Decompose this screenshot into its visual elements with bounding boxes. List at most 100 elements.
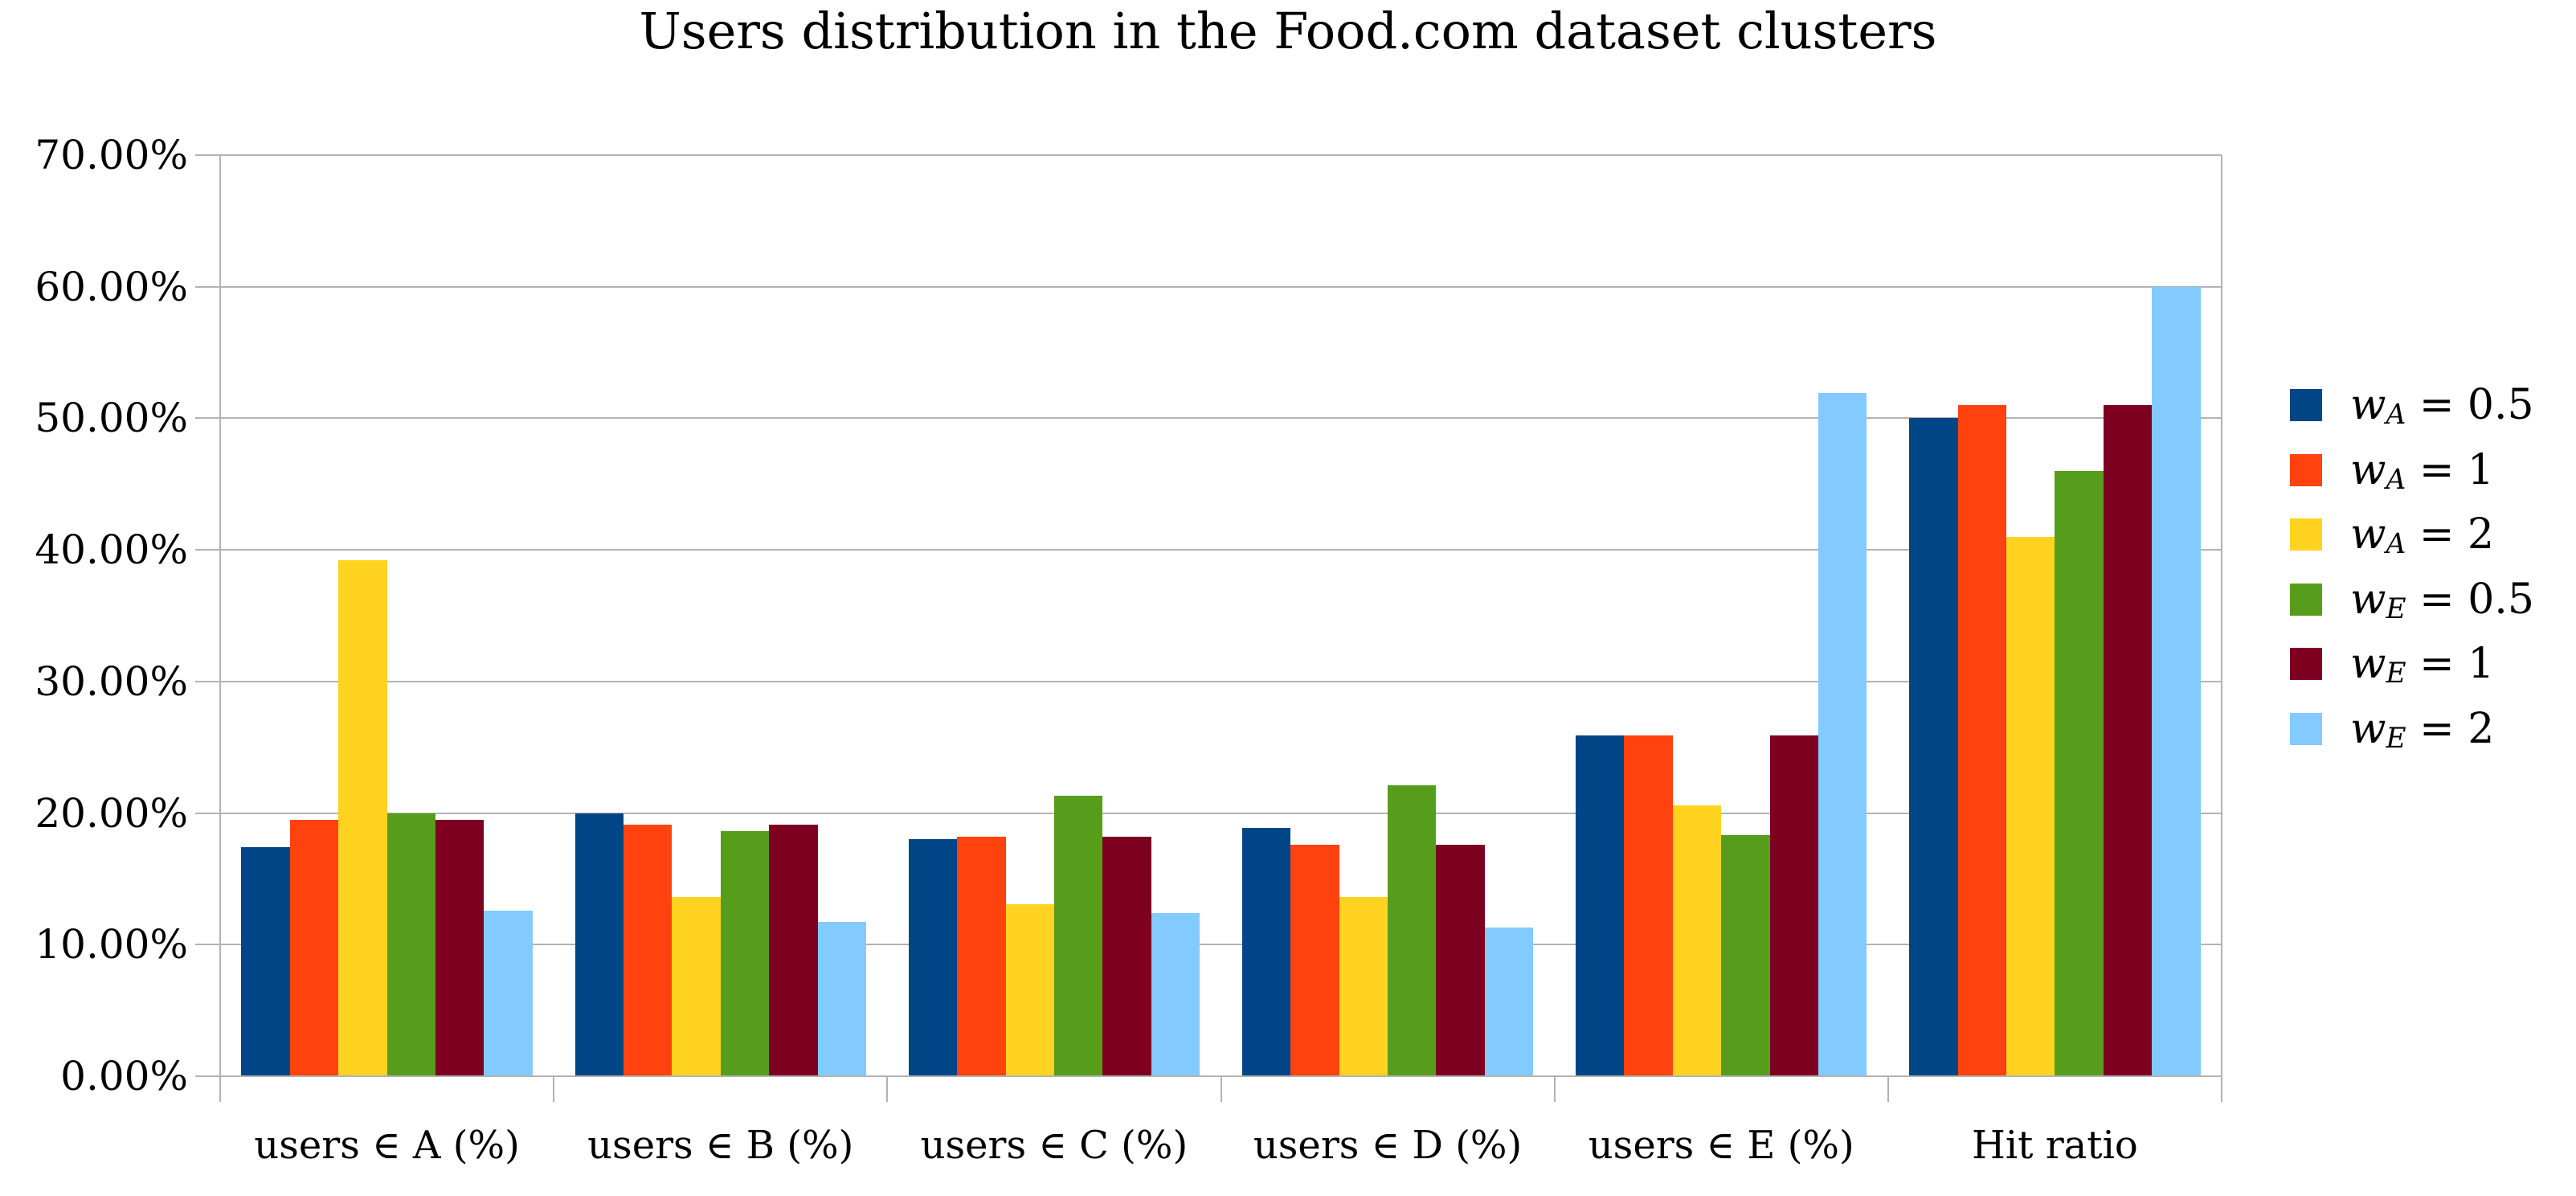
bar — [1102, 837, 1151, 1076]
bar — [720, 831, 770, 1076]
bar — [1053, 796, 1103, 1076]
y-axis-tick — [195, 154, 220, 156]
legend-series-rhs: = 0.5 — [2406, 381, 2534, 429]
x-category-label: users ∈ E (%) — [1588, 1123, 1854, 1168]
y-axis-tick — [195, 812, 220, 814]
bar — [386, 813, 435, 1076]
x-category-label: users ∈ D (%) — [1253, 1123, 1523, 1168]
bar — [574, 813, 624, 1076]
bar — [1721, 835, 1770, 1076]
legend-series-var: w — [2350, 640, 2386, 689]
y-axis-tick — [195, 549, 220, 551]
y-tick-label: 30.00% — [35, 657, 188, 705]
bar — [1624, 735, 1673, 1076]
legend-swatch — [2290, 713, 2322, 745]
category-tick — [1220, 1076, 1222, 1102]
legend-label: wA = 0.5 — [2350, 377, 2534, 433]
category-tick — [2221, 1076, 2222, 1102]
legend-series-rhs: = 2 — [2406, 705, 2495, 753]
bar — [1388, 785, 1437, 1076]
legend-series-rhs: = 1 — [2406, 640, 2495, 689]
legend-series-var: w — [2350, 705, 2386, 753]
category-tick — [219, 1076, 221, 1102]
bar — [484, 910, 533, 1076]
legend-series-sub: A — [2386, 399, 2406, 432]
legend-series-var: w — [2350, 575, 2386, 624]
y-axis-tick — [195, 417, 220, 420]
bar — [2152, 286, 2201, 1076]
bar — [817, 922, 866, 1076]
bar — [1241, 827, 1291, 1076]
legend-swatch — [2290, 389, 2322, 421]
category-tick — [886, 1076, 889, 1102]
bar — [241, 847, 290, 1076]
legend-swatch — [2290, 518, 2322, 551]
bar — [1818, 393, 1867, 1076]
category-tick — [553, 1076, 555, 1102]
legend-series-sub: E — [2386, 723, 2406, 756]
gridline — [220, 417, 2222, 420]
category-tick — [1553, 1076, 1556, 1102]
bar — [1436, 844, 1485, 1076]
x-category-label: users ∈ A (%) — [254, 1123, 520, 1168]
bar — [2055, 470, 2104, 1076]
y-tick-label: 70.00% — [35, 132, 188, 178]
bar — [957, 837, 1006, 1076]
category-tick — [1887, 1076, 1889, 1102]
bar — [623, 825, 673, 1076]
bar — [672, 897, 721, 1076]
bar — [2006, 536, 2055, 1076]
bar — [435, 819, 485, 1076]
legend-series-sub: A — [2386, 528, 2406, 561]
bar — [1576, 735, 1625, 1076]
gridline — [220, 549, 2222, 551]
gridline — [220, 812, 2222, 814]
y-tick-label: 60.00% — [35, 263, 188, 310]
x-axis-line — [195, 1075, 2222, 1077]
legend-label: wE = 0.5 — [2350, 571, 2534, 628]
gridline — [220, 285, 2222, 288]
y-axis-tick — [195, 285, 220, 288]
legend-swatch — [2290, 648, 2322, 681]
legend-series-sub: E — [2386, 592, 2406, 625]
gridline — [220, 944, 2222, 946]
legend-label: wA = 2 — [2350, 506, 2494, 563]
bar — [1484, 928, 1534, 1076]
legend-label: wE = 2 — [2350, 701, 2494, 757]
legend-series-sub: A — [2386, 463, 2406, 496]
bar — [1957, 405, 2006, 1076]
bar — [1769, 735, 1819, 1076]
legend-series-rhs: = 2 — [2406, 510, 2495, 559]
bar — [289, 819, 339, 1076]
bar — [1151, 912, 1200, 1076]
legend-label: wA = 1 — [2350, 442, 2494, 498]
x-category-label: Hit ratio — [1971, 1123, 2138, 1168]
plot-right-border — [2221, 155, 2222, 1102]
bar — [769, 825, 818, 1076]
y-tick-label: 10.00% — [35, 921, 188, 969]
bar — [908, 839, 958, 1076]
y-tick-label: 0.00% — [60, 1053, 188, 1100]
legend-series-sub: E — [2386, 657, 2406, 690]
bar — [338, 560, 387, 1076]
gridline — [220, 680, 2222, 682]
legend-swatch — [2290, 583, 2322, 616]
y-axis-line — [219, 155, 221, 1102]
x-category-label: users ∈ B (%) — [587, 1123, 854, 1168]
gridline — [220, 154, 2222, 156]
bar — [1672, 805, 1722, 1076]
y-axis-tick — [195, 680, 220, 682]
y-tick-label: 50.00% — [35, 395, 188, 442]
y-tick-label: 20.00% — [35, 789, 188, 837]
legend-series-var: w — [2350, 510, 2386, 559]
bar — [2103, 405, 2153, 1076]
bar — [1005, 903, 1054, 1076]
legend-series-var: w — [2350, 445, 2386, 494]
bar — [1339, 897, 1388, 1076]
legend-label: wE = 1 — [2350, 636, 2494, 692]
legend-series-rhs: = 1 — [2406, 445, 2495, 494]
y-axis-tick — [195, 944, 220, 946]
